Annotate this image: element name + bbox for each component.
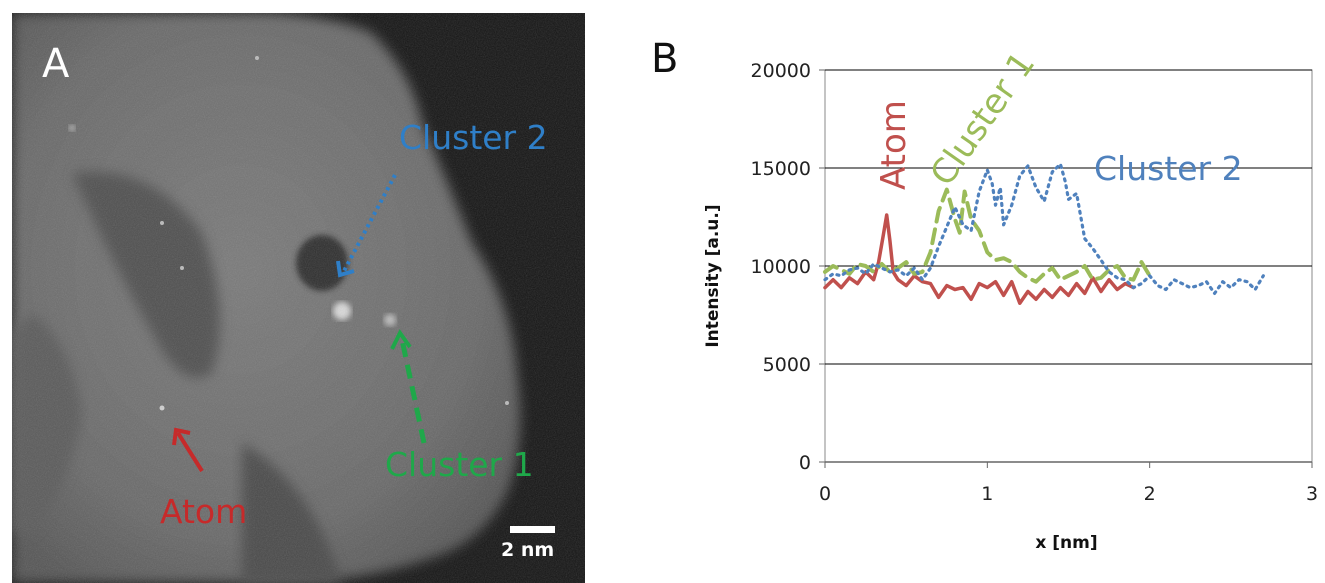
cluster1-arrow bbox=[390, 329, 427, 444]
panel-a-label: A bbox=[42, 41, 70, 87]
y-tick-label: 20000 bbox=[751, 60, 811, 82]
x-tick-label: 2 bbox=[1144, 483, 1156, 505]
panel-b-label: B bbox=[651, 36, 679, 82]
x-tick-label: 3 bbox=[1306, 483, 1318, 505]
y-tick-label: 0 bbox=[799, 452, 811, 474]
atom-annotation: Atom bbox=[874, 100, 914, 190]
cluster2-annotation: Cluster 2 bbox=[1094, 149, 1243, 188]
x-tick-label: 0 bbox=[819, 483, 831, 505]
cluster1-label: Cluster 1 bbox=[385, 445, 534, 484]
x-tick-label: 1 bbox=[981, 483, 993, 505]
cluster1-annotation: Cluster 1 bbox=[923, 45, 1044, 193]
y-tick-label: 5000 bbox=[763, 354, 811, 376]
cluster2-series-line bbox=[823, 162, 1265, 295]
scale-bar bbox=[510, 526, 555, 533]
cluster2-label: Cluster 2 bbox=[399, 118, 548, 157]
y-tick-label: 10000 bbox=[751, 256, 811, 278]
specimen-drawing bbox=[12, 13, 585, 583]
scale-bar-label: 2 nm bbox=[501, 539, 555, 561]
y-tick-label: 15000 bbox=[751, 158, 811, 180]
cluster2-arrow bbox=[336, 174, 397, 278]
microscopy-image: A Cluster 2 Cluster 1 Atom 2 nm bbox=[12, 13, 585, 583]
atom-label: Atom bbox=[160, 492, 248, 531]
x-axis-title: x [nm] bbox=[1035, 533, 1097, 553]
y-axis-title: Intensity [a.u.] bbox=[703, 204, 723, 347]
cluster1-series-line bbox=[823, 187, 1152, 284]
atom-arrow bbox=[172, 427, 204, 473]
